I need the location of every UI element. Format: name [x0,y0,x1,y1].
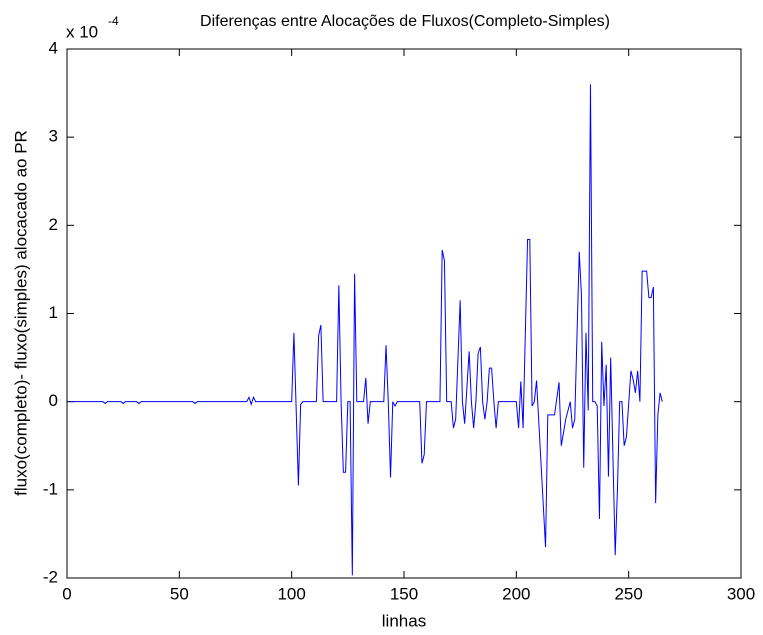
x-axis-label: linhas [382,611,426,630]
x-tick-label: 100 [277,584,305,603]
y-tick-label: 1 [49,303,58,322]
x-tick-label: 150 [390,584,418,603]
y-multiplier-exponent: -4 [108,14,119,28]
x-tick-label: 50 [170,584,189,603]
x-tick-label: 250 [614,584,642,603]
y-tick-label: 4 [49,38,58,57]
x-tick-label: 0 [62,584,71,603]
chart-title: Diferenças entre Alocações de Fluxos(Com… [200,13,610,30]
y-axis-label: fluxo(completo)- fluxo(simples) alocacad… [11,130,30,496]
x-tick-label: 200 [502,584,530,603]
y-tick-label: 0 [49,391,58,410]
x-tick-label: 300 [727,584,755,603]
y-tick-label: 2 [49,215,58,234]
data-line [69,84,663,576]
y-tick-label: -1 [43,479,58,498]
y-tick-label: -2 [43,567,58,586]
y-multiplier: x 10 [66,22,98,41]
y-tick-label: 3 [49,127,58,146]
